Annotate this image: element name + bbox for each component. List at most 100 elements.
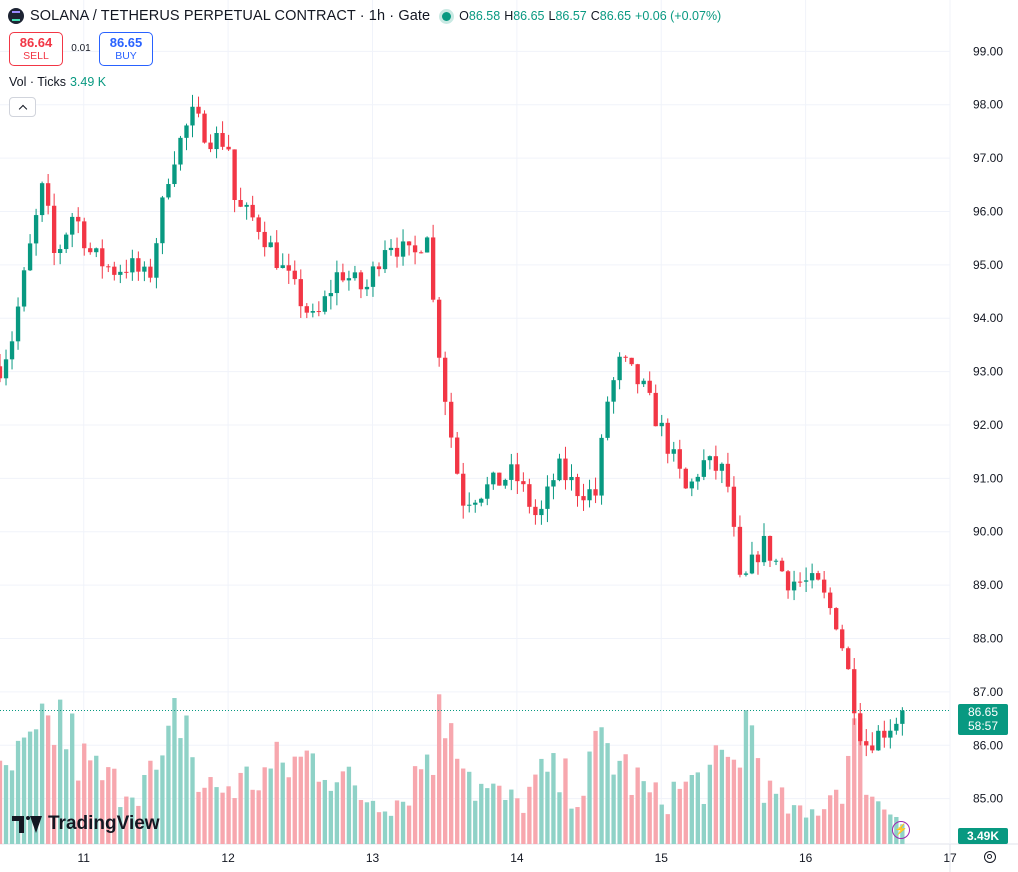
candle-body [707,456,713,461]
candle-body [256,217,261,232]
candle-body [852,669,857,714]
volume-bar [226,786,231,844]
collapse-legend-button[interactable] [9,97,36,117]
candle-body [64,234,69,250]
volume-bar [304,750,309,844]
candle-body [196,106,201,114]
candle-body [160,197,165,244]
x-tick-label: 16 [799,851,813,865]
y-tick-label: 85.00 [973,792,1003,806]
candle-body [815,573,821,580]
volume-bar [136,805,141,844]
candle-body [761,535,767,563]
candle-body [713,456,719,471]
y-tick-label: 86.00 [973,738,1003,752]
volume-bar [882,809,887,844]
candle-body [3,359,9,379]
candle-body [864,741,869,746]
volume-bar [809,809,815,844]
candle-body [322,296,328,312]
volume-bar [828,795,833,844]
sell-button[interactable]: 86.64 SELL [9,32,63,66]
candle-body [214,133,219,150]
volume-legend[interactable]: Vol · Ticks 3.49 K [9,75,106,89]
volume-bar [527,786,532,844]
volume-bar [864,794,869,844]
candle-body [846,648,851,670]
candle-body [238,200,243,207]
volume-bar [533,774,538,844]
candle-body [226,146,231,150]
volume-bar [563,758,568,844]
candle-body [244,204,249,207]
y-tick-label: 93.00 [973,365,1003,379]
candle-body [834,608,839,630]
open-value: 86.58 [468,9,501,23]
symbol-title[interactable]: SOLANA / TETHERUS PERPETUAL CONTRACT · 1… [30,8,431,24]
candle-body [617,356,622,381]
candle-body [45,183,51,206]
volume-bar [539,758,544,844]
volume-bar [611,774,616,844]
candle-body [491,472,496,485]
candle-body [15,306,21,342]
lightning-icon[interactable]: ⚡ [892,821,910,839]
volume-bar [593,730,598,844]
volume-bar [27,731,33,844]
candle-body [785,571,791,591]
candle-body [545,486,550,509]
volume-bar [659,804,664,844]
volume-bar [677,788,682,844]
candle-body [118,271,123,275]
volume-bar [346,766,352,844]
candle-body [376,266,382,270]
candle-body [124,271,129,273]
candle-body [100,248,105,267]
candle-body [677,449,682,469]
change-value: +0.06 (+0.07%) [635,9,722,23]
volume-bar [154,769,159,844]
volume-bar [406,805,412,844]
volume-bar [64,749,69,844]
settings-gear-icon[interactable] [984,851,996,863]
solana-logo-icon [8,8,24,24]
price-axis[interactable]: 99.00 98.00 97.00 96.00 95.00 94.00 93.00 92.00… [973,44,1003,805]
candle-body [358,272,364,290]
tradingview-logo[interactable]: TradingView [12,813,160,835]
volume-bar [767,780,773,844]
candle-body [695,476,700,482]
volume-bar [743,710,749,844]
candle-body [809,573,815,581]
volume-bar [551,753,556,844]
volume-bar [515,798,520,844]
candle-body [21,270,27,307]
tradingview-logo-text: TradingView [48,813,160,834]
candle-body [82,221,87,249]
volume-bar [388,815,394,844]
candle-body [629,357,634,365]
volume-bar [467,771,472,844]
candle-body [250,204,255,218]
candle-body [455,437,460,474]
candle-body [689,481,694,489]
volume-bar [599,727,604,844]
y-tick-label: 91.00 [973,471,1003,485]
time-axis[interactable]: 11 12 13 14 15 16 17 [78,851,957,865]
candle-body [166,184,171,198]
volume-bar [653,782,658,844]
candle-body [280,265,285,268]
volume-bar [166,725,171,844]
volume-bar [815,815,821,844]
volume-bar [803,817,809,844]
volume-bar [322,779,328,844]
candle-body [57,249,63,253]
volume-bar [713,745,719,844]
candle-body [106,266,111,268]
candle-body [659,422,664,427]
volume-bar [846,755,851,844]
buy-button[interactable]: 86.65 BUY [99,32,153,66]
volume-bar [33,729,39,844]
candle-body [635,364,640,385]
